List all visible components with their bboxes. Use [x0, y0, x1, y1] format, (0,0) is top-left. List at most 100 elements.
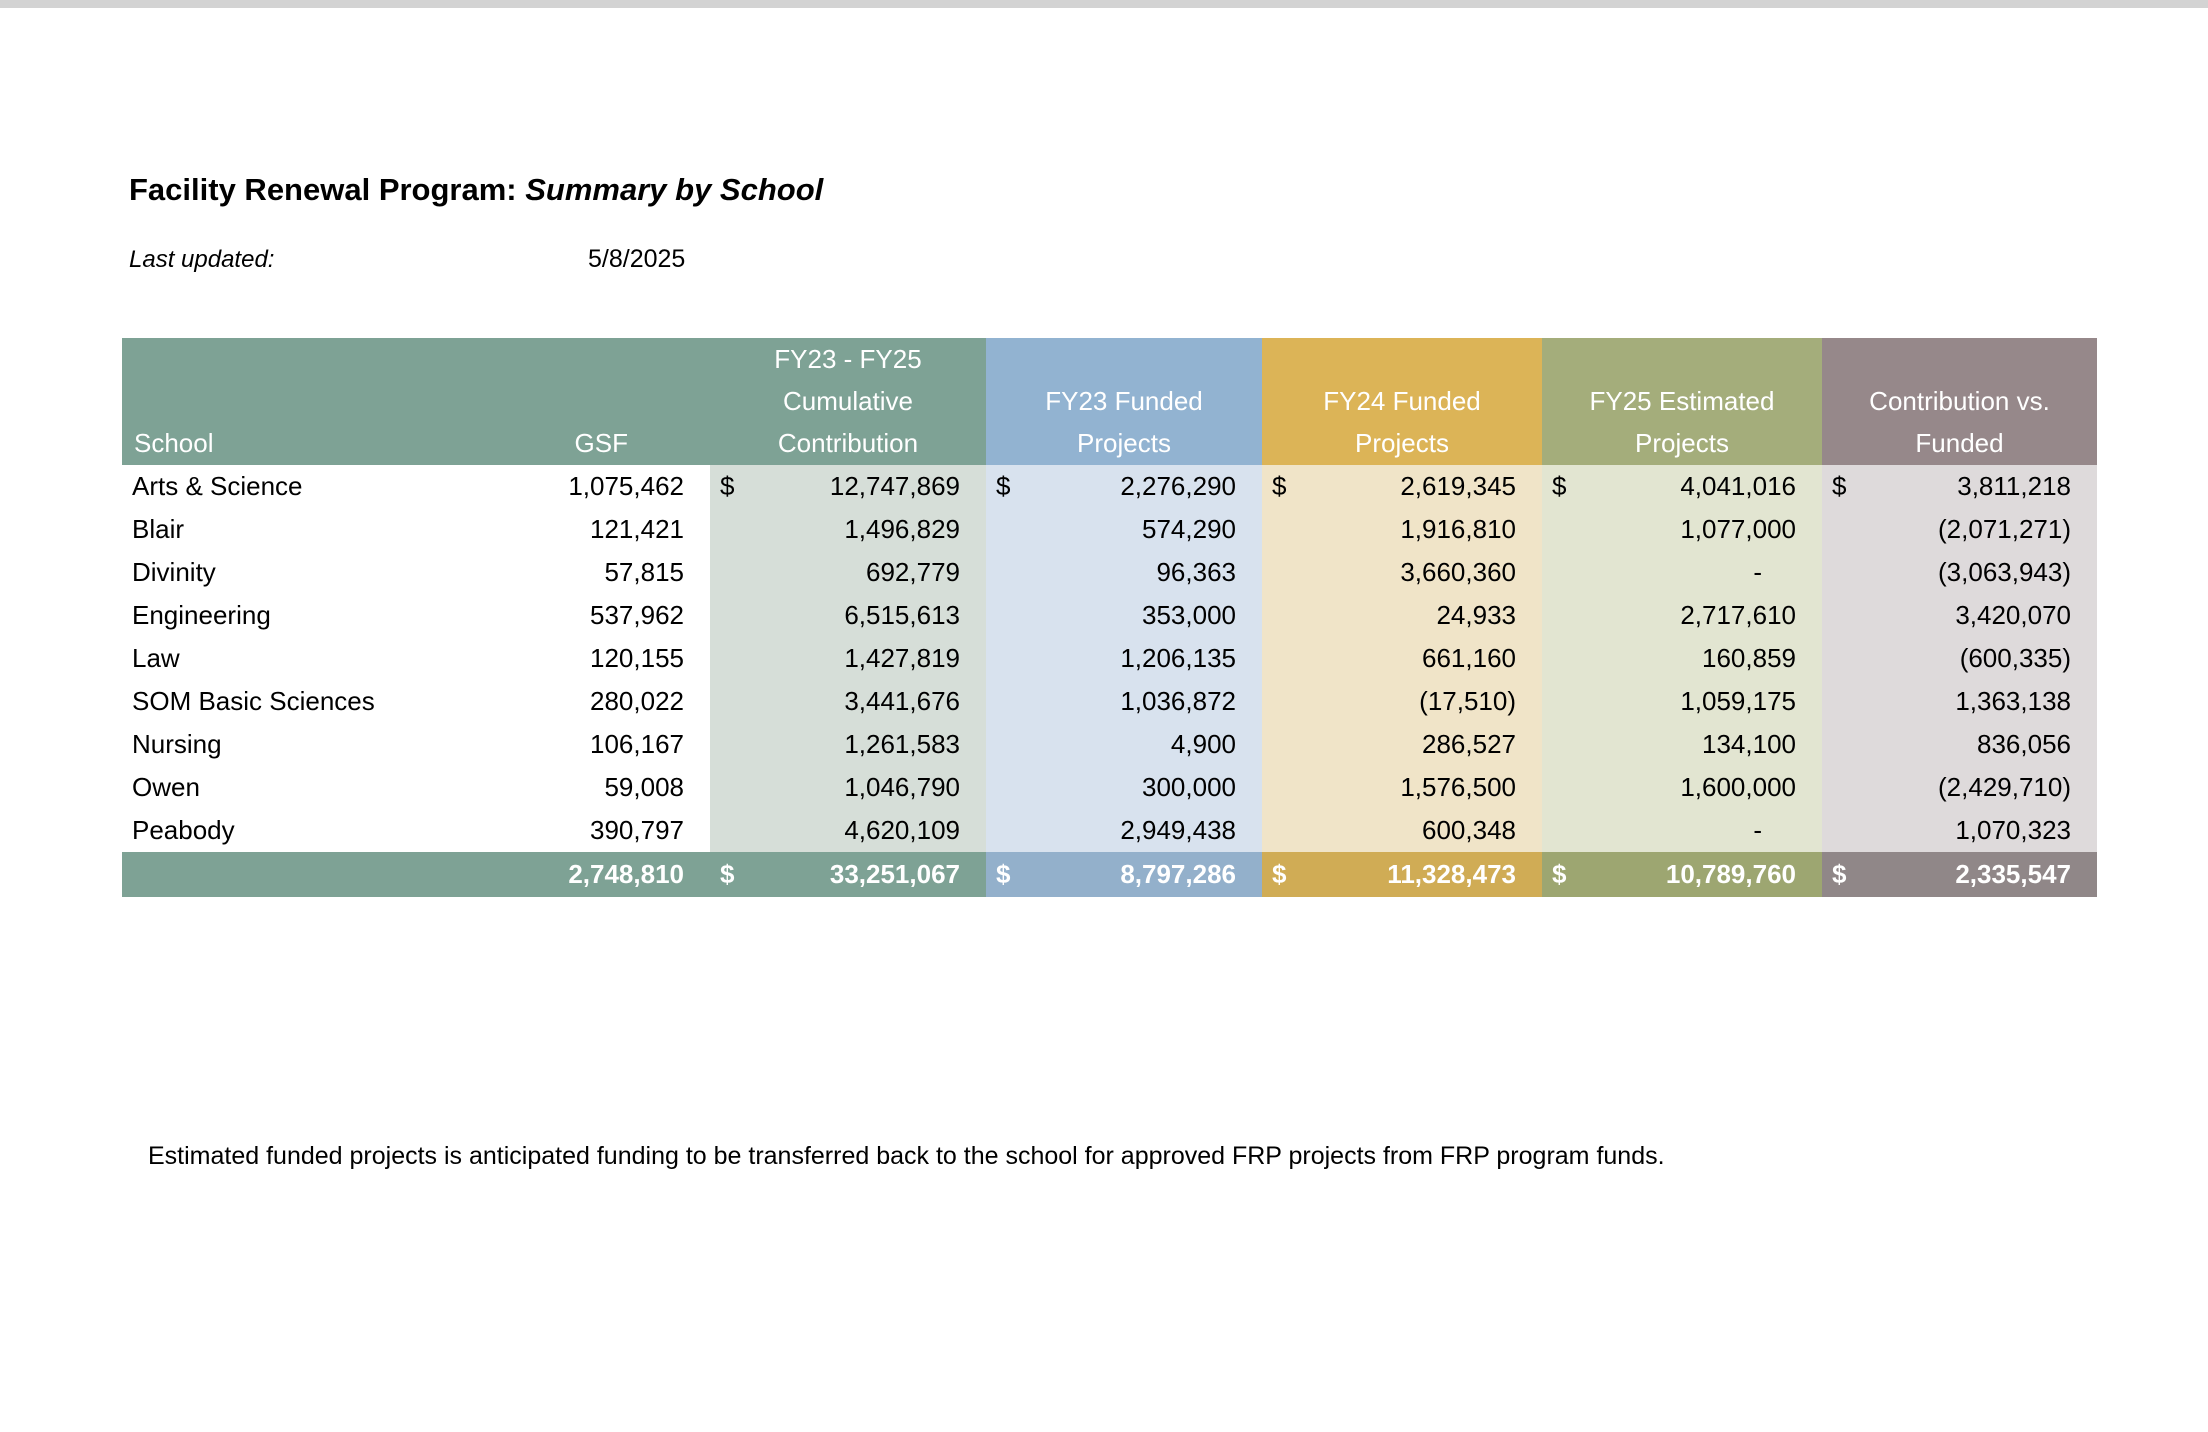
table-row: Nursing 106,167 1,261,583 4,900 286,527 … — [122, 723, 2097, 766]
fy25-estimated-cell: $4,041,016 — [1542, 465, 1822, 508]
column-header-school-gsf: School GSF — [122, 338, 710, 465]
cumulative-contribution-cell: 6,515,613 — [710, 594, 986, 637]
fy25-estimated-cell: 134,100 — [1542, 723, 1822, 766]
gsf-cell: 59,008 — [604, 772, 684, 802]
school-name-cell: Peabody — [132, 815, 235, 845]
fy23-funded-cell: 4,900 — [986, 723, 1262, 766]
fy23-funded-cell: 574,290 — [986, 508, 1262, 551]
column-header-fy24-funded: FY24 Funded Projects — [1262, 338, 1542, 465]
contribution-vs-funded-cell: 1,363,138 — [1822, 680, 2097, 723]
window-top-strip — [0, 0, 2208, 8]
dollar-sign: $ — [1832, 859, 1847, 889]
total-fy23-cell: $8,797,286 — [986, 852, 1262, 897]
gsf-cell: 121,421 — [590, 514, 684, 544]
fy23-funded-cell: 1,036,872 — [986, 680, 1262, 723]
gsf-cell: 120,155 — [590, 643, 684, 673]
dollar-sign: $ — [1272, 859, 1287, 889]
gsf-cell: 280,022 — [590, 686, 684, 716]
school-name-cell: Blair — [132, 514, 185, 544]
contribution-vs-funded-cell: 3,420,070 — [1822, 594, 2097, 637]
last-updated-label: Last updated: — [129, 246, 275, 273]
contribution-vs-funded-cell: (600,335) — [1822, 637, 2097, 680]
cumulative-contribution-cell: 1,261,583 — [710, 723, 986, 766]
fy24-funded-cell: 24,933 — [1262, 594, 1542, 637]
fy25-estimated-cell: - — [1542, 809, 1822, 852]
fy24-funded-cell: 286,527 — [1262, 723, 1542, 766]
column-header-contribution-vs-funded: Contribution vs. Funded — [1822, 338, 2097, 465]
dollar-sign: $ — [1272, 471, 1287, 501]
gsf-cell: 537,962 — [590, 600, 684, 630]
school-name-cell: Owen — [132, 772, 200, 802]
dollar-sign: $ — [1552, 859, 1567, 889]
dollar-sign: $ — [1832, 471, 1847, 501]
dollar-sign: $ — [1552, 471, 1567, 501]
table-row: Blair 121,421 1,496,829 574,290 1,916,81… — [122, 508, 2097, 551]
school-name-cell: SOM Basic Sciences — [132, 686, 375, 716]
page-title-main: Facility Renewal Program: — [129, 172, 526, 207]
cumulative-contribution-cell: 4,620,109 — [710, 809, 986, 852]
cumulative-contribution-cell: 1,496,829 — [710, 508, 986, 551]
fy25-estimated-cell: 2,717,610 — [1542, 594, 1822, 637]
table-row: Arts & Science 1,075,462 $12,747,869 $2,… — [122, 465, 2097, 508]
total-gsf-cell: 2,748,810 — [122, 852, 710, 897]
fy23-funded-cell: 2,949,438 — [986, 809, 1262, 852]
school-name-cell: Law — [132, 643, 180, 673]
gsf-cell: 390,797 — [590, 815, 684, 845]
fy24-funded-cell: 1,916,810 — [1262, 508, 1542, 551]
column-header-fy23-funded: FY23 Funded Projects — [986, 338, 1262, 465]
fy25-estimated-cell: 160,859 — [1542, 637, 1822, 680]
table-row: Divinity 57,815 692,779 96,363 3,660,360… — [122, 551, 2097, 594]
fy24-funded-cell: 600,348 — [1262, 809, 1542, 852]
fy25-estimated-cell: 1,077,000 — [1542, 508, 1822, 551]
total-cumulative-cell: $33,251,067 — [710, 852, 986, 897]
table-header: School GSF FY23 - FY25 Cumulative Contri… — [122, 338, 2097, 465]
table-row: Law 120,155 1,427,819 1,206,135 661,160 … — [122, 637, 2097, 680]
fy23-funded-cell: 1,206,135 — [986, 637, 1262, 680]
fy24-funded-cell: 661,160 — [1262, 637, 1542, 680]
contribution-vs-funded-cell: (2,429,710) — [1822, 766, 2097, 809]
table-body: Arts & Science 1,075,462 $12,747,869 $2,… — [122, 465, 2097, 852]
last-updated-date: 5/8/2025 — [588, 245, 686, 273]
column-header-fy25-estimated: FY25 Estimated Projects — [1542, 338, 1822, 465]
fy23-funded-cell: 300,000 — [986, 766, 1262, 809]
cumulative-contribution-cell: $12,747,869 — [710, 465, 986, 508]
fy23-funded-cell: $2,276,290 — [986, 465, 1262, 508]
total-fy25-cell: $10,789,760 — [1542, 852, 1822, 897]
gsf-cell: 106,167 — [590, 729, 684, 759]
school-name-cell: Nursing — [132, 729, 222, 759]
table-total-row: 2,748,810 $33,251,067 $8,797,286 $11,328… — [122, 852, 2097, 897]
school-name-cell: Engineering — [132, 600, 271, 630]
contribution-vs-funded-cell: 1,070,323 — [1822, 809, 2097, 852]
fy23-funded-cell: 96,363 — [986, 551, 1262, 594]
dollar-sign: $ — [720, 859, 735, 889]
dollar-sign: $ — [720, 471, 735, 501]
school-name-cell: Divinity — [132, 557, 216, 587]
fy24-funded-cell: $2,619,345 — [1262, 465, 1542, 508]
column-header-gsf: GSF — [574, 428, 628, 458]
footnote: Estimated funded projects is anticipated… — [148, 1142, 1665, 1170]
school-name-cell: Arts & Science — [132, 471, 303, 501]
page-title: Facility Renewal Program: Summary by Sch… — [129, 172, 823, 208]
table-row: Engineering 537,962 6,515,613 353,000 24… — [122, 594, 2097, 637]
cumulative-contribution-cell: 1,046,790 — [710, 766, 986, 809]
contribution-vs-funded-cell: (2,071,271) — [1822, 508, 2097, 551]
summary-by-school-table: School GSF FY23 - FY25 Cumulative Contri… — [122, 338, 2097, 897]
fy25-estimated-cell: - — [1542, 551, 1822, 594]
cumulative-contribution-cell: 1,427,819 — [710, 637, 986, 680]
column-header-school: School — [134, 428, 214, 458]
fy23-funded-cell: 353,000 — [986, 594, 1262, 637]
total-contribution-vs-funded-cell: $2,335,547 — [1822, 852, 2097, 897]
dollar-sign: $ — [996, 471, 1011, 501]
gsf-cell: 57,815 — [604, 557, 684, 587]
fy24-funded-cell: 1,576,500 — [1262, 766, 1542, 809]
fy24-funded-cell: 3,660,360 — [1262, 551, 1542, 594]
fy24-funded-cell: (17,510) — [1262, 680, 1542, 723]
cumulative-contribution-cell: 3,441,676 — [710, 680, 986, 723]
cumulative-contribution-cell: 692,779 — [710, 551, 986, 594]
total-fy24-cell: $11,328,473 — [1262, 852, 1542, 897]
page-title-emphasis: Summary by School — [525, 172, 824, 207]
contribution-vs-funded-cell: (3,063,943) — [1822, 551, 2097, 594]
table-row: SOM Basic Sciences 280,022 3,441,676 1,0… — [122, 680, 2097, 723]
table-row: Owen 59,008 1,046,790 300,000 1,576,500 … — [122, 766, 2097, 809]
